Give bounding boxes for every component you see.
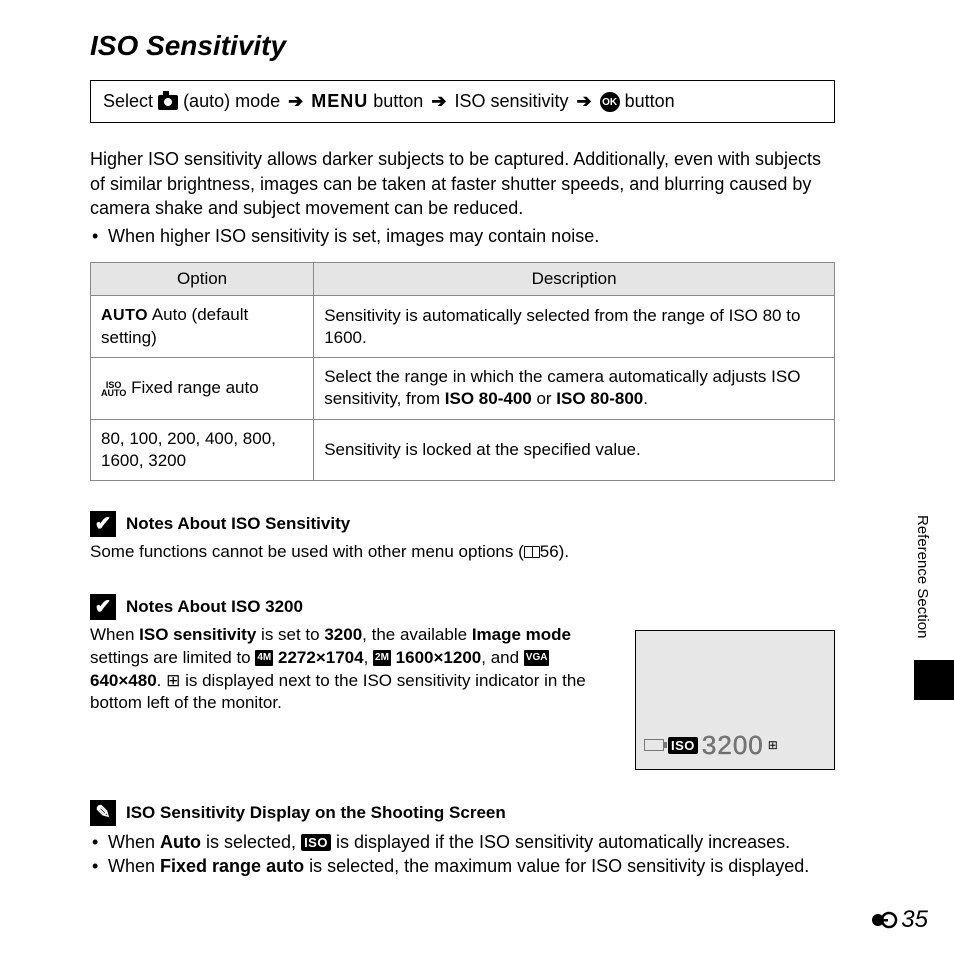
t: .	[157, 671, 166, 690]
b: 3200	[324, 625, 362, 644]
desc-text: .	[643, 389, 648, 408]
page-number-value: 35	[901, 906, 928, 934]
b: ISO sensitivity	[139, 625, 256, 644]
side-tab: Reference Section	[914, 490, 954, 700]
t: When	[108, 832, 160, 852]
table-header-description: Description	[314, 263, 835, 296]
note-iso-3200: ✔ Notes About ISO 3200 When ISO sensitiv…	[90, 594, 835, 770]
option-label: Fixed range auto	[131, 378, 259, 397]
t: settings are limited to	[90, 648, 255, 667]
t: When	[108, 856, 160, 876]
monitor-preview: ISO 3200 ⊞	[635, 630, 835, 770]
battery-icon	[644, 739, 664, 751]
camera-icon	[158, 95, 178, 110]
breadcrumb: Select (auto) mode ➔ MENU button ➔ ISO s…	[90, 80, 835, 123]
table-header-option: Option	[91, 263, 314, 296]
table-row: AUTO Auto (default setting) Sensitivity …	[91, 296, 835, 358]
section-label: Reference Section	[914, 490, 931, 660]
desc-bold: ISO 80-800	[556, 389, 643, 408]
breadcrumb-button: button	[373, 91, 423, 111]
note-text: Some functions cannot be used with other…	[90, 542, 524, 561]
b: 2272×1704	[278, 648, 364, 667]
desc-bold: ISO 80-400	[445, 389, 532, 408]
b: Fixed range auto	[160, 856, 304, 876]
breadcrumb-iso: ISO sensitivity	[454, 91, 568, 111]
mode-badge-2m: 2M	[373, 650, 391, 666]
mode-badge-vga: VGA	[524, 650, 550, 666]
mode-badge-4m: 4M	[255, 650, 273, 666]
option-description: Sensitivity is locked at the specified v…	[314, 419, 835, 480]
grid-icon: ⊞	[768, 738, 778, 752]
note-bullet: When Fixed range auto is selected, the m…	[90, 854, 835, 878]
arrow-icon: ➔	[431, 91, 446, 111]
grid-icon: ⊞	[166, 671, 180, 690]
options-table: Option Description AUTO Auto (default se…	[90, 262, 835, 480]
t: is selected, the maximum value for ISO s…	[304, 856, 809, 876]
note-title: ISO Sensitivity Display on the Shooting …	[126, 803, 506, 823]
page-number: 35	[871, 906, 928, 934]
intro-bullet: When higher ISO sensitivity is set, imag…	[90, 224, 835, 248]
desc-text: or	[532, 389, 557, 408]
iso-badge-icon: ISO	[668, 737, 698, 754]
option-description: Select the range in which the camera aut…	[314, 358, 835, 419]
t: ,	[364, 648, 373, 667]
note-shooting-screen: ✎ ISO Sensitivity Display on the Shootin…	[90, 800, 835, 879]
check-icon: ✔	[90, 594, 116, 620]
option-description: Sensitivity is automatically selected fr…	[314, 296, 835, 358]
b: 640×480	[90, 671, 157, 690]
page-title: ISO Sensitivity	[90, 30, 835, 62]
check-icon: ✔	[90, 511, 116, 537]
intro-paragraph: Higher ISO sensitivity allows darker sub…	[90, 147, 835, 220]
note-bullet: When Auto is selected, ISO is displayed …	[90, 830, 835, 854]
note-body: Some functions cannot be used with other…	[90, 541, 835, 564]
table-row: 80, 100, 200, 400, 800, 1600, 3200 Sensi…	[91, 419, 835, 480]
pencil-icon: ✎	[90, 800, 116, 826]
t: , the available	[362, 625, 472, 644]
breadcrumb-auto-mode: (auto) mode	[183, 91, 280, 111]
note-title: Notes About ISO 3200	[126, 597, 303, 617]
note-iso-sensitivity: ✔ Notes About ISO Sensitivity Some funct…	[90, 511, 835, 564]
b: Image mode	[472, 625, 571, 644]
b: Auto	[160, 832, 201, 852]
note-body: When ISO sensitivity is set to 3200, the…	[90, 624, 615, 716]
breadcrumb-select: Select	[103, 91, 153, 111]
iso-auto-icon: ISOAUTO	[101, 381, 126, 397]
ok-icon: OK	[600, 92, 620, 112]
iso-value: 3200	[702, 730, 764, 761]
t: is set to	[256, 625, 324, 644]
option-label: 80, 100, 200, 400, 800, 1600, 3200	[91, 419, 314, 480]
auto-label-icon: AUTO	[101, 307, 148, 324]
t: When	[90, 625, 139, 644]
menu-label: MENU	[311, 91, 368, 111]
b: 1600×1200	[396, 648, 482, 667]
side-tab-marker	[914, 660, 954, 700]
page-number-icon	[871, 910, 899, 930]
breadcrumb-button: button	[625, 91, 675, 111]
book-icon	[524, 546, 540, 558]
iso-badge-icon: ISO	[301, 834, 331, 851]
arrow-icon: ➔	[576, 91, 591, 111]
note-ref: 56).	[540, 542, 569, 561]
note-title: Notes About ISO Sensitivity	[126, 514, 350, 534]
t: is selected,	[201, 832, 301, 852]
table-row: ISOAUTO Fixed range auto Select the rang…	[91, 358, 835, 419]
intro-text: Higher ISO sensitivity allows darker sub…	[90, 147, 835, 248]
t: , and	[481, 648, 524, 667]
t: is displayed if the ISO sensitivity auto…	[331, 832, 790, 852]
arrow-icon: ➔	[288, 91, 303, 111]
